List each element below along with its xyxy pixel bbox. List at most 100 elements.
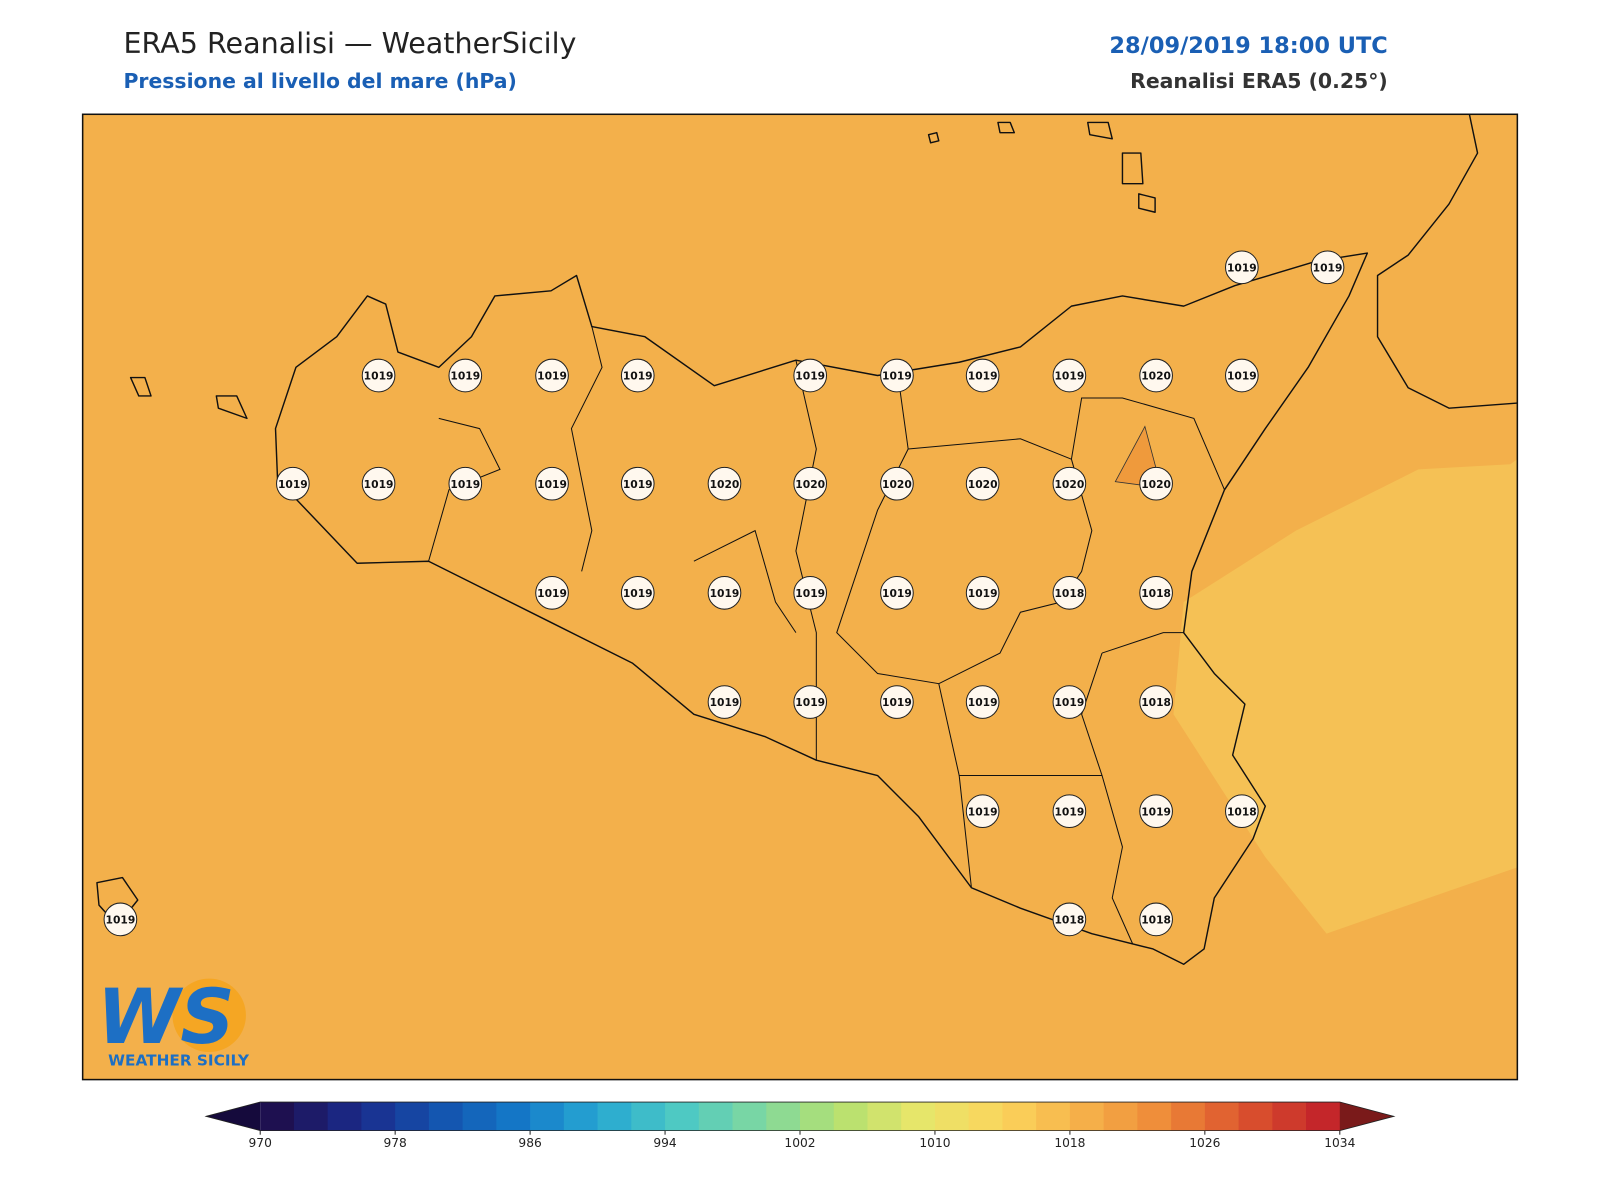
station-marker xyxy=(793,576,828,610)
station-value: 1018 xyxy=(1227,805,1257,818)
colorbar-segment xyxy=(833,1102,868,1131)
station-marker xyxy=(1052,902,1087,937)
station-marker xyxy=(361,358,396,393)
station-value: 1020 xyxy=(710,478,740,491)
colorbar-segment xyxy=(1171,1102,1206,1131)
subtitle: Pressione al livello del mare (hPa) xyxy=(123,69,516,93)
station-value: 1019 xyxy=(450,478,480,491)
station-marker xyxy=(1139,576,1173,610)
station-value: 1020 xyxy=(795,478,825,491)
colorbar-segment xyxy=(428,1102,464,1131)
station-marker xyxy=(1052,576,1087,610)
station-value: 1019 xyxy=(450,370,480,383)
station-marker xyxy=(1225,358,1259,393)
colorbar-tick-label: 1002 xyxy=(784,1136,815,1150)
colorbar-segment xyxy=(968,1102,1003,1131)
station-value: 1019 xyxy=(1054,370,1084,383)
station-value: 1019 xyxy=(1313,261,1343,274)
colorbar-segment xyxy=(293,1102,329,1131)
station-marker xyxy=(1139,794,1173,829)
station-marker xyxy=(535,576,569,610)
station-value: 1019 xyxy=(537,587,567,600)
station-marker xyxy=(1139,902,1173,937)
colorbar-segment xyxy=(496,1102,531,1131)
station-marker xyxy=(1139,685,1173,719)
station-value: 1019 xyxy=(710,696,740,709)
station-marker xyxy=(1052,685,1087,719)
station-value: 1020 xyxy=(882,478,912,491)
station-marker xyxy=(448,358,483,393)
station-value: 1019 xyxy=(795,587,825,600)
logo-text: WEATHER SICILY xyxy=(108,1051,250,1069)
station-marker xyxy=(1139,358,1173,393)
station-marker xyxy=(620,576,655,610)
station-marker xyxy=(965,576,1000,610)
station-value: 1018 xyxy=(1141,587,1171,600)
colorbar-segment xyxy=(1069,1102,1105,1131)
station-marker xyxy=(535,358,569,393)
lower-pressure-zone xyxy=(1173,459,1518,934)
station-value: 1019 xyxy=(1054,696,1084,709)
colorbar-tick-label: 986 xyxy=(518,1136,542,1150)
station-value: 1019 xyxy=(364,478,394,491)
station-marker xyxy=(1052,466,1087,501)
station-marker xyxy=(965,466,1000,501)
station-marker xyxy=(1052,794,1087,829)
colorbar-segment xyxy=(1002,1102,1037,1131)
colorbar-segment xyxy=(395,1102,430,1131)
station-marker xyxy=(965,794,1000,829)
colorbar: 970 978 986 994 1002 1010 1018 1026 1034 xyxy=(204,1101,1396,1150)
colorbar-segment xyxy=(327,1102,362,1131)
station-marker xyxy=(620,358,655,393)
station-value: 1019 xyxy=(882,587,912,600)
colorbar-tick-label: 1018 xyxy=(1054,1136,1085,1150)
station-value: 1019 xyxy=(364,370,394,383)
colorbar-extend-low xyxy=(206,1102,261,1131)
station-value: 1019 xyxy=(537,478,567,491)
station-marker xyxy=(361,466,396,501)
colorbar-segment xyxy=(597,1102,632,1131)
colorbar-segment xyxy=(766,1102,801,1131)
station-value: 1019 xyxy=(1141,805,1171,818)
station-value: 1019 xyxy=(795,370,825,383)
station-marker xyxy=(1139,466,1173,501)
station-marker xyxy=(707,685,742,719)
station-value: 1019 xyxy=(795,696,825,709)
colorbar-segment xyxy=(1306,1102,1341,1131)
station-marker xyxy=(965,685,1000,719)
logo-mark: WS xyxy=(97,973,235,1061)
station-value: 1018 xyxy=(1054,913,1084,926)
station-value: 1019 xyxy=(623,478,653,491)
station-marker xyxy=(793,358,828,393)
station-marker xyxy=(1052,358,1087,393)
station-value: 1019 xyxy=(623,370,653,383)
colorbar-segment xyxy=(260,1102,295,1131)
station-marker xyxy=(535,466,569,501)
station-value: 1019 xyxy=(1054,805,1084,818)
station-value: 1018 xyxy=(1141,913,1171,926)
colorbar-segment xyxy=(631,1102,666,1131)
station-marker xyxy=(707,576,742,610)
map-area: 1019 1019 1019 1019 1019 1019 1019 1019 1019 1019… xyxy=(81,113,1519,1081)
map-frame xyxy=(81,113,1519,1081)
colorbar-segment xyxy=(530,1102,565,1131)
colorbar-segment xyxy=(1137,1102,1172,1131)
colorbar-tick-label: 1026 xyxy=(1189,1136,1220,1150)
islands xyxy=(96,121,1156,927)
colorbar-segment xyxy=(1272,1102,1307,1131)
station-marker xyxy=(276,466,310,501)
station-value: 1018 xyxy=(1054,587,1084,600)
colorbar-segment xyxy=(800,1102,835,1131)
station-value: 1020 xyxy=(1141,370,1171,383)
station-value: 1020 xyxy=(1141,478,1171,491)
colorbar-segment xyxy=(1204,1102,1240,1131)
station-marker xyxy=(880,685,914,719)
station-marker xyxy=(448,466,483,501)
station-value: 1020 xyxy=(968,478,998,491)
colorbar-segment xyxy=(1036,1102,1071,1131)
station-value: 1019 xyxy=(882,696,912,709)
station-marker xyxy=(103,902,138,937)
colorbar-segment xyxy=(361,1102,396,1131)
